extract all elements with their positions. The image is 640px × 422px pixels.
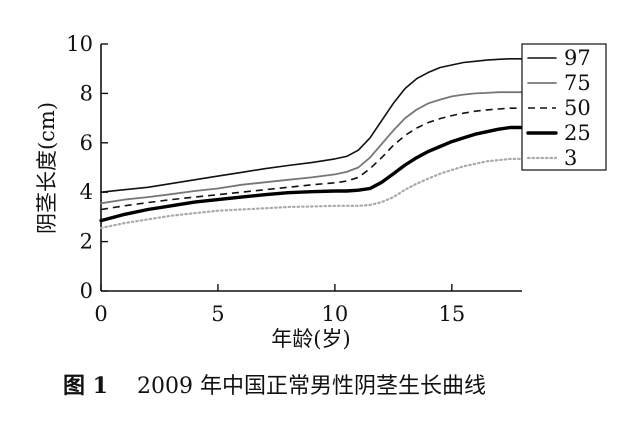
x-tick-label-0: 0 [94,302,107,326]
legend-label-50: 50 [564,96,591,120]
figure-caption-text: 2009 年中国正常男性阴茎生长曲线 [137,374,486,399]
y-tick-label-3: 6 [80,131,93,155]
y-tick-label-5: 10 [66,32,93,56]
x-axis-ticks: 0 5 10 15 [94,284,465,326]
x-tick-label-3: 15 [438,302,465,326]
legend-label-3: 3 [564,146,577,170]
legend-box [521,43,607,171]
x-tick-label-1: 5 [211,302,224,326]
y-axis-ticks: 0 2 4 6 8 10 [66,32,108,303]
series-line-3 [99,157,524,230]
x-axis-title: 年龄(岁) [271,327,350,351]
x-tick-label-2: 10 [322,302,349,326]
y-tick-label-1: 2 [80,230,93,254]
legend-label-75: 75 [564,71,591,95]
figure-caption-number: 图 1 [63,373,108,399]
figure-caption: 图 1 2009 年中国正常男性阴茎生长曲线 [63,373,486,399]
series-line-75 [100,91,523,205]
y-tick-label-4: 8 [80,81,93,105]
series-line-50 [100,107,522,211]
series-lines [99,57,524,230]
legend-label-25: 25 [564,121,591,145]
y-axis-title: 阴茎长度(cm) [35,102,59,234]
y-tick-label-2: 4 [80,180,93,204]
y-tick-label-0: 0 [80,279,93,303]
series-line-97 [100,57,523,193]
series-line-25 [99,125,524,223]
legend-label-97: 97 [564,46,591,70]
